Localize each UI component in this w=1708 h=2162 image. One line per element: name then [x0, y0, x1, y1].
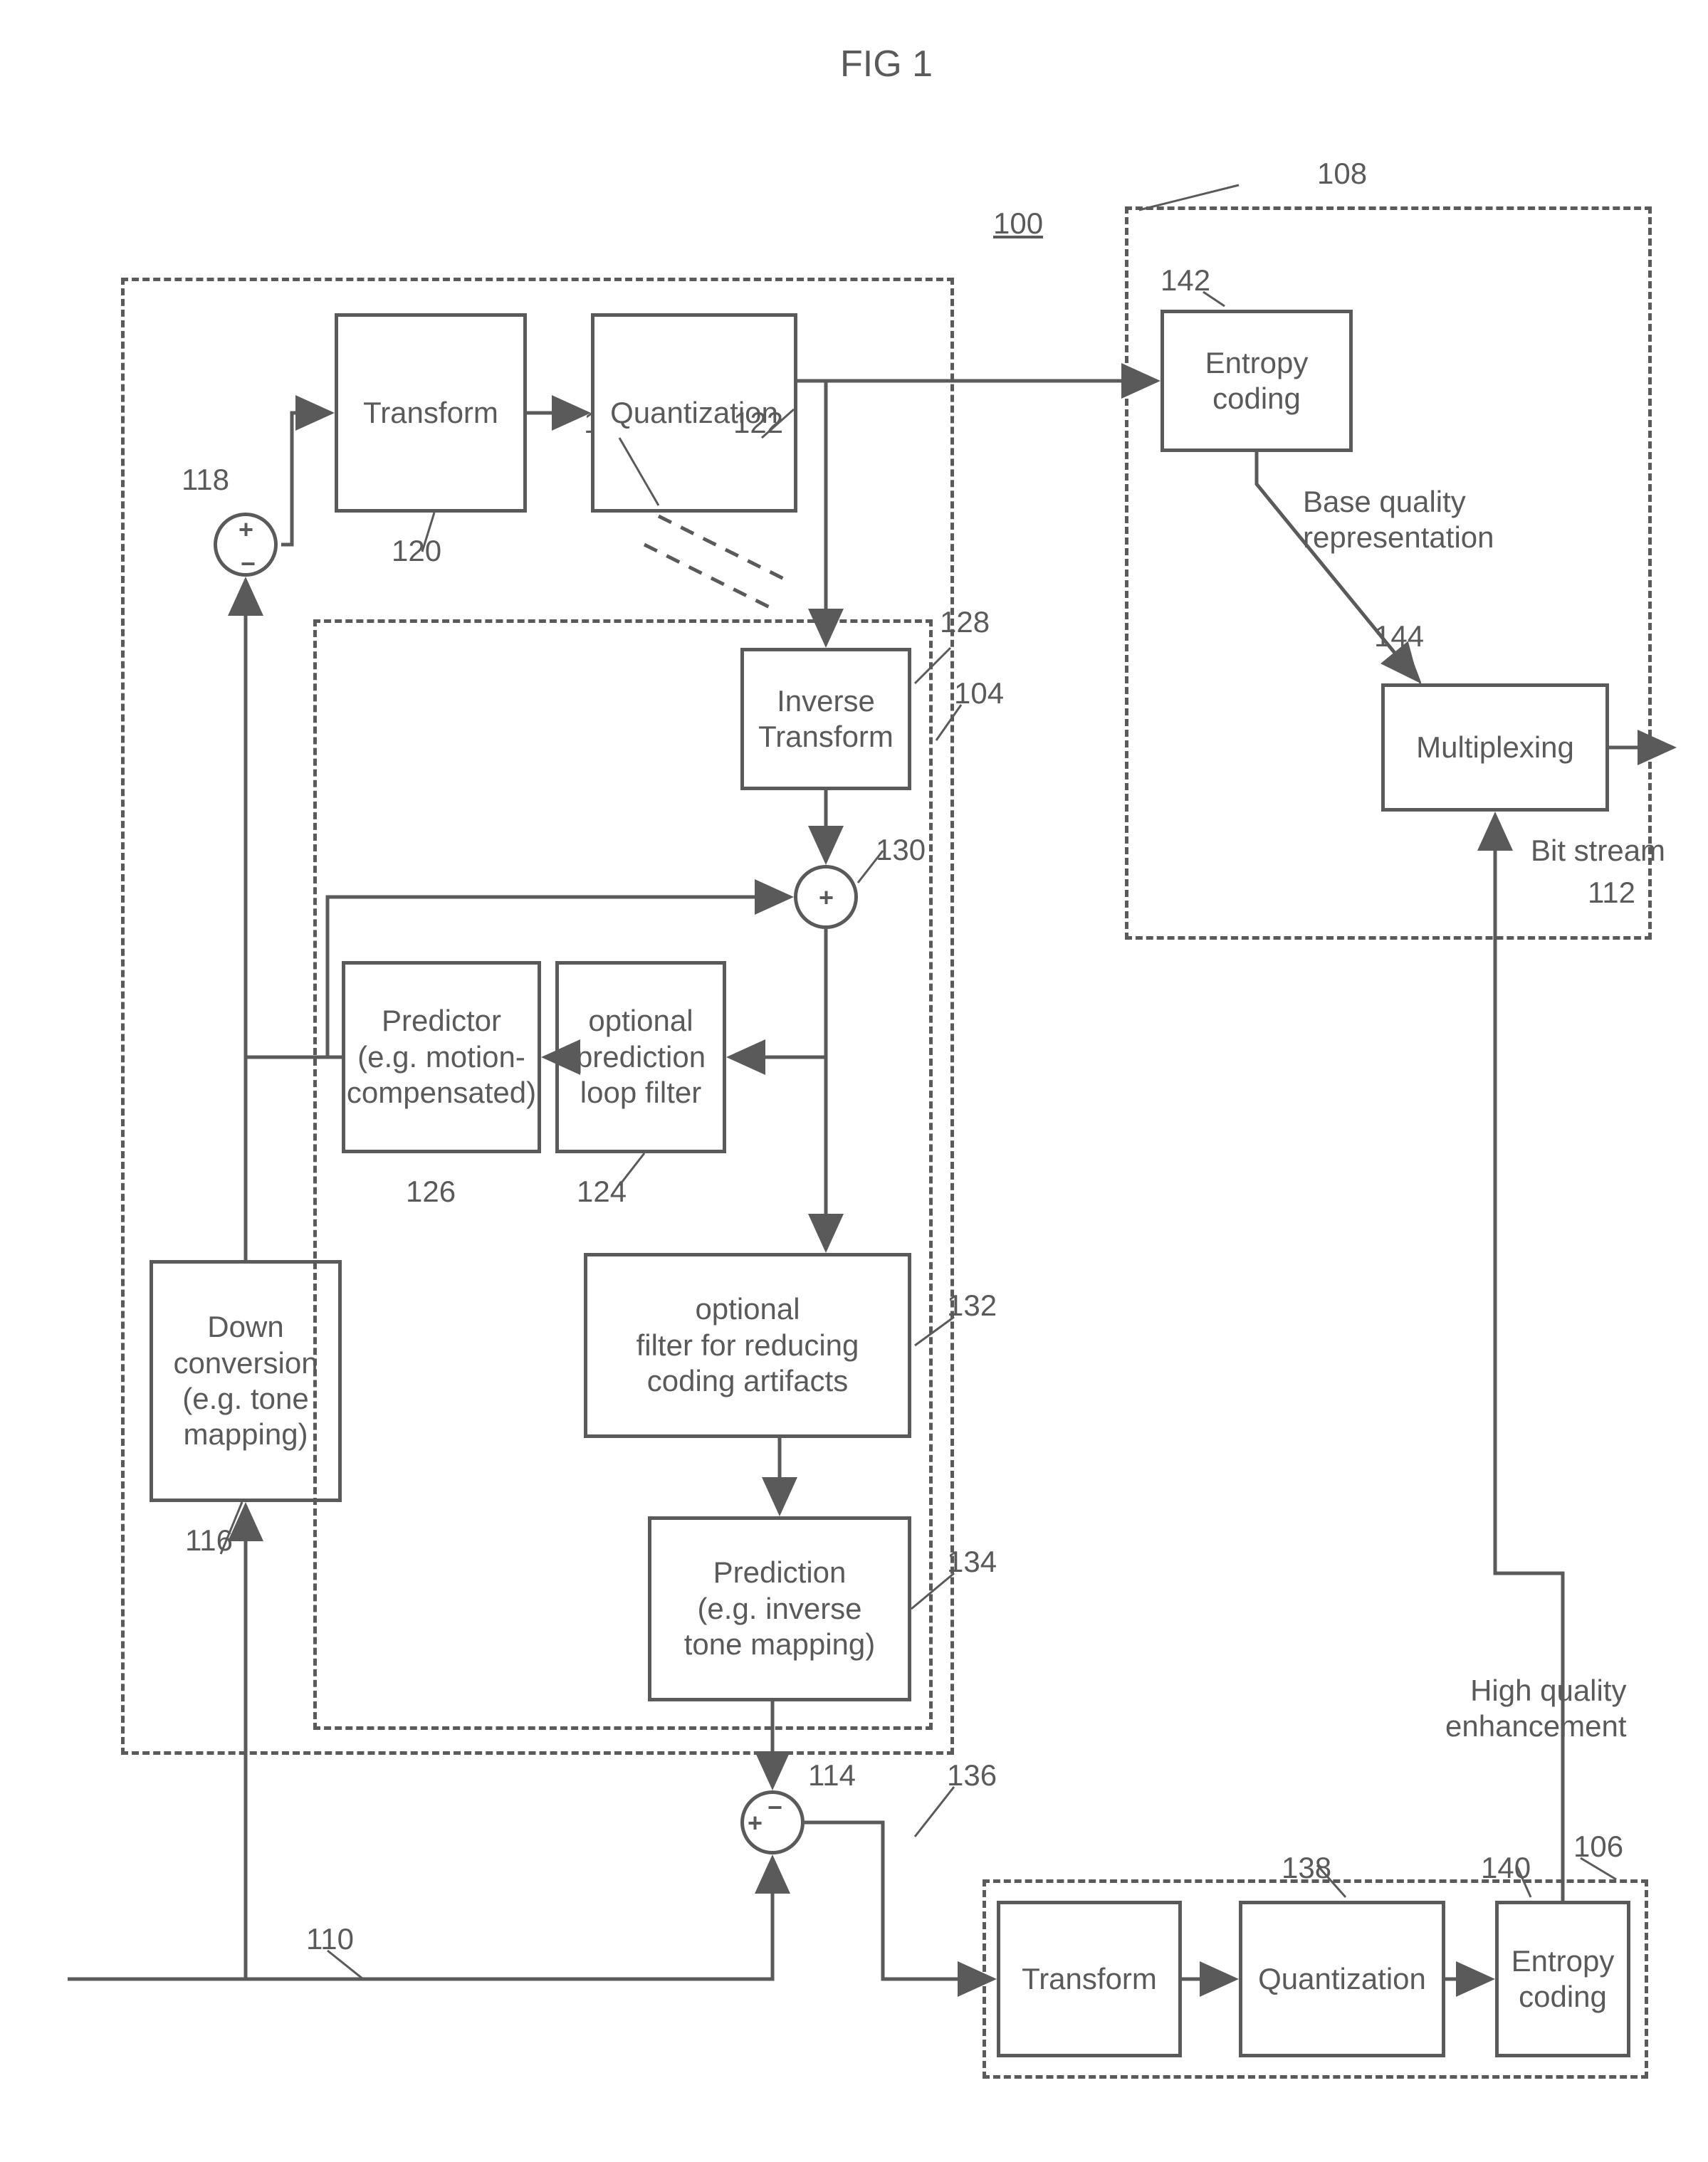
arrows-svg: [28, 28, 1680, 2134]
diagram-canvas: FIG 1 100 102 Down conversion (e.g. tone…: [28, 28, 1680, 2134]
